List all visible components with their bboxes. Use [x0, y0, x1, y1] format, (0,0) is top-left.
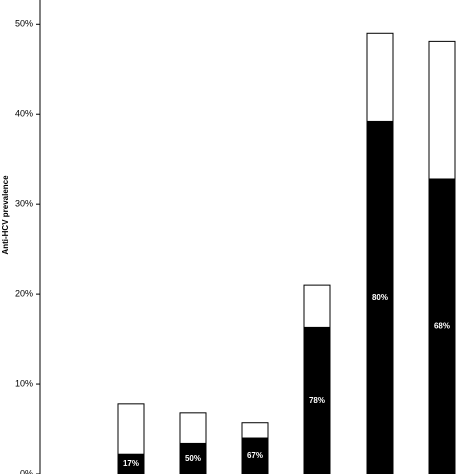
y-tick-label: 0% — [20, 468, 33, 474]
bar-annotation: 50% — [185, 454, 201, 463]
y-tick-label: 10% — [15, 378, 33, 388]
bar-segment — [366, 120, 394, 474]
bar-segment — [241, 437, 269, 474]
y-tick-label: 20% — [15, 288, 33, 298]
y-tick-label: 40% — [15, 109, 33, 119]
bar-annotation: 78% — [309, 396, 325, 405]
bar-segment — [117, 403, 145, 455]
bar-segment — [179, 412, 207, 444]
y-tick-label: 50% — [15, 19, 33, 29]
bar-segment — [303, 284, 331, 328]
bar-segment — [428, 178, 456, 474]
bar-annotation: 68% — [434, 322, 450, 331]
bar-segment — [428, 40, 456, 180]
y-axis-label: Anti-HCV prevalence — [1, 175, 10, 255]
bar-annotation: 17% — [123, 459, 139, 468]
bar-annotation: 80% — [372, 293, 388, 302]
bar-segment — [241, 422, 269, 439]
bar-segment — [366, 32, 394, 122]
bar-annotation: 67% — [247, 451, 263, 460]
y-tick-label: 30% — [15, 199, 33, 209]
